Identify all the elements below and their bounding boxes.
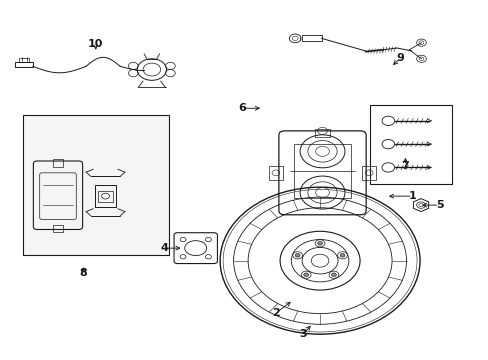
Circle shape bbox=[303, 273, 308, 276]
Text: 8: 8 bbox=[80, 268, 87, 278]
Bar bbox=[95, 185, 116, 207]
Text: 3: 3 bbox=[299, 329, 306, 339]
Circle shape bbox=[339, 253, 344, 257]
Bar bbox=[294, 144, 350, 198]
Text: 6: 6 bbox=[238, 103, 245, 113]
Text: 10: 10 bbox=[88, 39, 103, 49]
Bar bbox=[268, 166, 283, 180]
Bar bbox=[22, 116, 168, 255]
Bar bbox=[315, 129, 329, 137]
Circle shape bbox=[317, 242, 322, 245]
Text: 7: 7 bbox=[401, 161, 408, 171]
Text: 5: 5 bbox=[435, 200, 443, 210]
Bar bbox=[369, 105, 451, 184]
Bar bbox=[53, 225, 63, 231]
Bar bbox=[361, 166, 376, 180]
Bar bbox=[15, 62, 33, 67]
Bar bbox=[19, 58, 29, 62]
Circle shape bbox=[295, 253, 300, 257]
Text: 4: 4 bbox=[160, 243, 168, 253]
Text: 1: 1 bbox=[408, 191, 416, 201]
Bar bbox=[98, 191, 113, 202]
Bar bbox=[302, 36, 321, 41]
Bar bbox=[53, 159, 63, 167]
Text: 9: 9 bbox=[396, 53, 404, 63]
Circle shape bbox=[331, 273, 336, 276]
Text: 2: 2 bbox=[272, 308, 280, 318]
